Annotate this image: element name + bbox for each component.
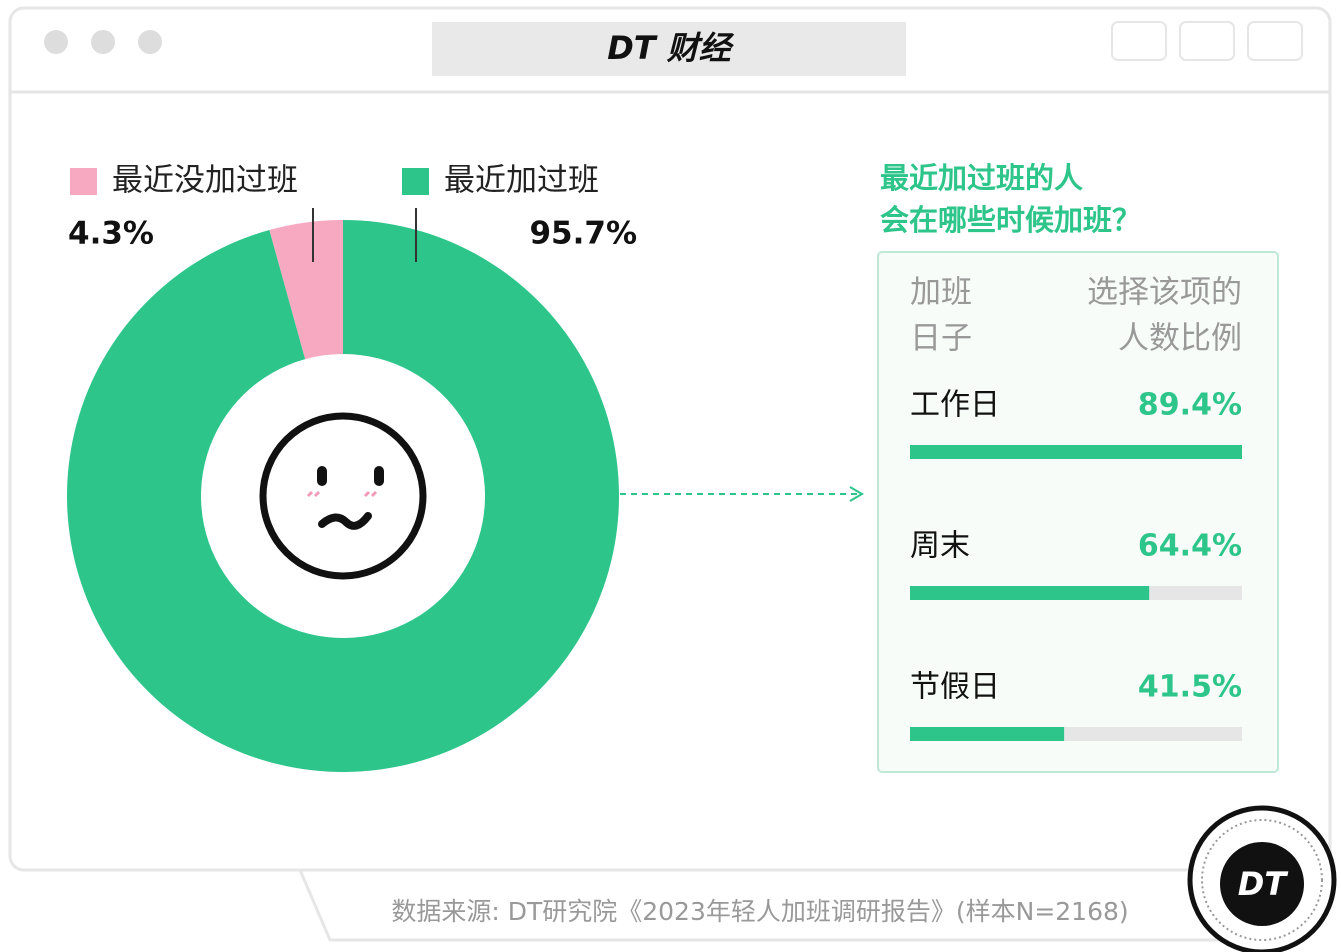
face	[259, 412, 427, 580]
column-header: 加班	[910, 275, 972, 311]
bar	[910, 727, 1065, 741]
value-label: 4.3%	[68, 216, 154, 252]
mouth	[318, 512, 372, 530]
donut-chart: 最近没加过班 4.3% 最近加过班 95.7%	[67, 163, 637, 773]
source-note: 数据来源: DT研究院《2023年轻人加班调研报告》(样本N=2168)	[391, 897, 1128, 926]
panel-title: 最近加过班的人	[880, 161, 1083, 195]
logo-text: DT	[1238, 865, 1289, 903]
icon-button[interactable]	[1111, 21, 1167, 61]
bar	[910, 586, 1150, 600]
icon-button[interactable]	[1179, 21, 1235, 61]
minimize-button[interactable]	[91, 30, 115, 54]
column-header: 日子	[910, 321, 972, 357]
maximize-button[interactable]	[138, 30, 162, 54]
eye	[317, 466, 327, 486]
donut-slice	[67, 220, 619, 773]
connector-arrow	[849, 486, 864, 502]
donut-slice	[269, 220, 343, 360]
category-label: 周末	[910, 529, 970, 564]
bar-panel	[877, 251, 1279, 773]
icon-button[interactable]	[1247, 21, 1303, 61]
eye	[374, 466, 384, 486]
title-box	[432, 22, 906, 76]
legend-swatch	[402, 168, 429, 195]
legend-swatch	[70, 168, 97, 195]
column-header: 选择该项的	[1087, 275, 1242, 311]
value-label: 41.5%	[1138, 670, 1242, 705]
blush	[306, 490, 378, 498]
value-label: 95.7%	[529, 216, 637, 252]
value-label: 64.4%	[1138, 529, 1242, 564]
legend-label: 最近没加过班	[112, 163, 298, 199]
logo-disc	[1220, 842, 1304, 926]
footer-tab	[298, 869, 1240, 942]
category-label: 节假日	[910, 670, 1000, 705]
panel-title: 会在哪些时候加班？	[880, 203, 1141, 237]
value-label: 89.4%	[1138, 388, 1242, 423]
close-button[interactable]	[44, 30, 68, 54]
bar	[910, 445, 1242, 459]
window-title: DT 财经	[607, 29, 735, 67]
column-header: 人数比例	[1118, 321, 1242, 357]
legend-label: 最近加过班	[444, 163, 599, 199]
category-label: 工作日	[910, 388, 1000, 423]
